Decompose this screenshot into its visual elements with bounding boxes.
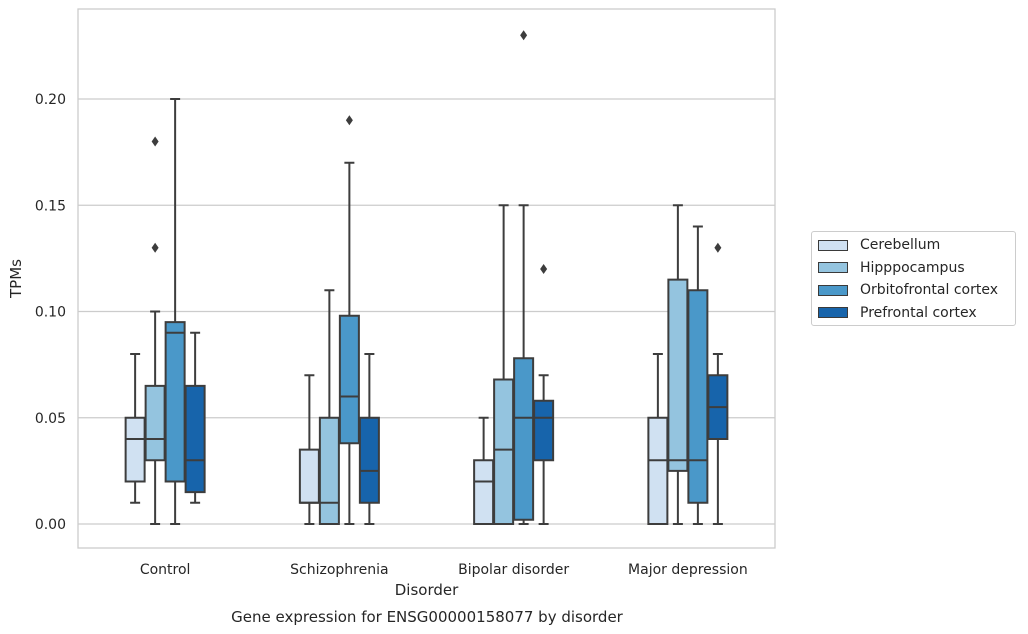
box-cerebellum (124, 353, 146, 504)
y-tick-labels: 0.00 0.05 0.10 0.15 0.20 (35, 92, 66, 533)
box-prefrontal-cortex (358, 353, 380, 525)
plot-frame (77, 8, 776, 549)
box-body (184, 384, 206, 494)
box-body (124, 416, 146, 483)
legend-item: Orbitofrontal cortex (818, 280, 998, 300)
outlier-marker (520, 30, 528, 41)
legend-label: Prefrontal cortex (860, 304, 977, 321)
box-body (513, 357, 535, 521)
box-body (687, 289, 709, 504)
outlier-marker (714, 242, 722, 253)
y-tick-label: 0.00 (35, 517, 66, 533)
legend-label: Cerebellum (860, 237, 941, 253)
box-body (493, 378, 515, 525)
box-body (318, 416, 340, 525)
box-group-control (124, 98, 206, 525)
outlier-marker (345, 115, 353, 126)
chart-title: Gene expression for ENSG00000158077 by d… (231, 608, 624, 626)
legend-label: Hipppocampus (860, 259, 965, 276)
legend: Cerebellum Hipppocampus Orbitofrontal cort… (811, 231, 1016, 326)
legend-item: Hipppocampus (818, 258, 965, 278)
box-hipppocampus (493, 204, 515, 525)
box-cerebellum (647, 353, 669, 525)
box-body (338, 314, 360, 445)
y-tick-label: 0.15 (35, 198, 66, 214)
box-body (533, 399, 555, 462)
box-orbitofrontal-cortex (338, 115, 360, 525)
y-tick-label: 0.20 (35, 92, 66, 108)
y-tick-label: 0.10 (35, 305, 66, 321)
y-tick-label: 0.05 (35, 411, 66, 427)
legend-label: Orbitofrontal cortex (860, 282, 998, 298)
box-cerebellum (473, 416, 495, 525)
box-group-bipolar-disorder (473, 30, 555, 525)
box-hipppocampus (318, 289, 340, 525)
legend-item: Prefrontal cortex (818, 303, 977, 323)
legend-swatch (818, 284, 848, 296)
x-tick-label: Schizophrenia (290, 562, 388, 578)
box-groups (124, 30, 729, 525)
box-body (144, 384, 166, 462)
box-prefrontal-cortex (184, 331, 206, 504)
x-tick-labels: Control Schizophrenia Bipolar disorder Majo… (140, 562, 748, 578)
x-axis-label: Disorder (395, 581, 459, 599)
box-body (667, 278, 689, 472)
y-axis-label: TPMs (7, 259, 25, 299)
box-body (164, 321, 186, 483)
box-prefrontal-cortex (533, 264, 555, 525)
box-hipppocampus (144, 136, 166, 525)
box-group-major-depression (647, 204, 729, 525)
outlier-marker (540, 264, 548, 274)
box-body (473, 459, 495, 525)
box-body (647, 416, 669, 525)
box-group-schizophrenia (298, 115, 380, 525)
box-orbitofrontal-cortex (687, 225, 709, 525)
outlier-marker (151, 136, 159, 147)
x-tick-label: Major depression (628, 562, 748, 578)
legend-swatch (818, 307, 848, 318)
legend-swatch (818, 262, 848, 273)
box-body (298, 448, 320, 504)
x-tick-label: Control (140, 562, 191, 578)
box-orbitofrontal-cortex (513, 30, 535, 525)
x-tick-label: Bipolar disorder (458, 562, 569, 578)
box-cerebellum (298, 374, 320, 525)
outlier-marker (151, 242, 159, 253)
box-hipppocampus (667, 204, 689, 525)
box-body (358, 416, 380, 504)
legend-swatch (818, 239, 848, 251)
legend-item: Cerebellum (818, 235, 940, 255)
box-prefrontal-cortex (707, 242, 729, 525)
